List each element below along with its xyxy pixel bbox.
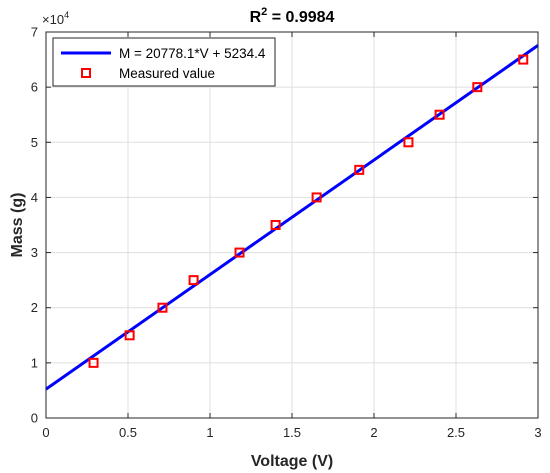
measured-markers bbox=[88, 54, 529, 368]
y-tick-label: 1 bbox=[31, 355, 38, 370]
legend-entry-fit-line: M = 20778.1*V + 5234.4 bbox=[119, 46, 266, 61]
legend: M = 20778.1*V + 5234.4 Measured value bbox=[52, 37, 276, 87]
y-tick-label: 0 bbox=[31, 411, 38, 426]
x-tick-label: 2 bbox=[370, 425, 377, 440]
x-axis-label: Voltage (V) bbox=[251, 453, 333, 470]
data-point-marker bbox=[311, 192, 322, 203]
data-point-marker bbox=[234, 247, 245, 258]
data-point-marker bbox=[157, 302, 168, 313]
data-point-marker bbox=[188, 275, 199, 286]
data-point-marker bbox=[270, 220, 281, 230]
tick-labels: 0 0.5 1 1.5 2 2.5 3 0 1 2 3 4 5 6 7 bbox=[31, 25, 542, 441]
y-tick-label: 7 bbox=[31, 25, 38, 40]
data-point-marker bbox=[88, 357, 99, 368]
legend-marker-swatch bbox=[81, 68, 91, 78]
y-tick-label: 4 bbox=[31, 190, 38, 205]
data-point-marker bbox=[518, 54, 529, 65]
data-point-marker bbox=[472, 82, 483, 93]
chart-title: R2 = 0.9984 bbox=[250, 6, 335, 26]
x-tick-label: 2.5 bbox=[447, 425, 465, 440]
data-point-marker bbox=[124, 330, 135, 341]
x-tick-label: 1 bbox=[206, 425, 213, 440]
y-tick-label: 3 bbox=[31, 245, 38, 260]
y-tick-label: 5 bbox=[31, 135, 38, 150]
axis-ticks bbox=[45, 31, 539, 419]
y-tick-label: 2 bbox=[31, 300, 38, 315]
x-tick-label: 1.5 bbox=[283, 425, 301, 440]
data-point-marker bbox=[354, 164, 365, 175]
legend-entry-measured: Measured value bbox=[119, 66, 215, 81]
x-tick-label: 0.5 bbox=[119, 425, 137, 440]
y-axis-multiplier: ×104 bbox=[42, 10, 69, 27]
y-axis-label: Mass (g) bbox=[9, 193, 26, 258]
data-point-marker bbox=[403, 137, 414, 148]
y-tick-label: 6 bbox=[31, 80, 38, 95]
x-tick-label: 3 bbox=[534, 425, 541, 440]
x-tick-label: 0 bbox=[42, 425, 49, 440]
data-point-marker bbox=[434, 109, 445, 120]
